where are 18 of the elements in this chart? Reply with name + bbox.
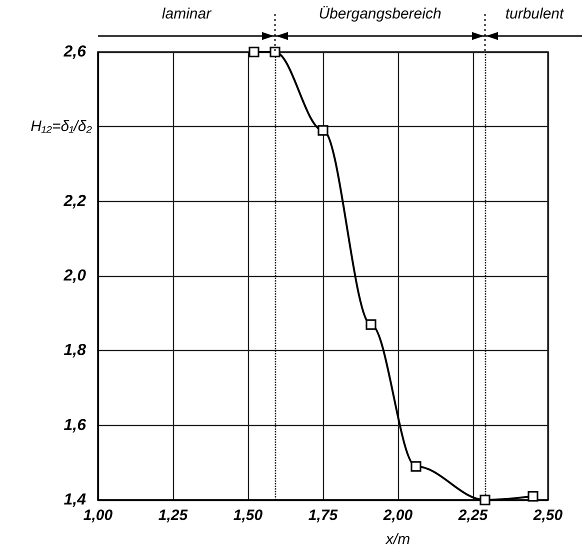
y-tick-label: 1,4	[64, 492, 86, 508]
text: turbulent	[505, 6, 565, 22]
text: laminar	[162, 6, 212, 22]
y-axis-title: H₁₂=δ₁/δ₂	[30, 118, 92, 136]
x-tick-label: 1,75	[308, 507, 338, 524]
x-tick-label: 1,50	[233, 507, 264, 524]
text: Übergangsbereich	[318, 6, 442, 22]
y-tick-label: 2,6	[62, 44, 86, 60]
x-tick-label: 2,00	[382, 507, 414, 524]
x-axis-title: x/m	[384, 531, 410, 548]
y-tick-label: 2,0	[62, 268, 86, 284]
x-tick-label: 2,50	[532, 507, 564, 524]
x-tick-label: 1,00	[83, 507, 114, 524]
x-tick-label: 2,25	[457, 507, 488, 524]
y-tick-label: 1,6	[64, 416, 86, 434]
y-tick-label: 2,2	[62, 192, 86, 210]
x-tick-label: 1,25	[158, 507, 188, 524]
y-tick-label: 1,8	[64, 342, 86, 360]
